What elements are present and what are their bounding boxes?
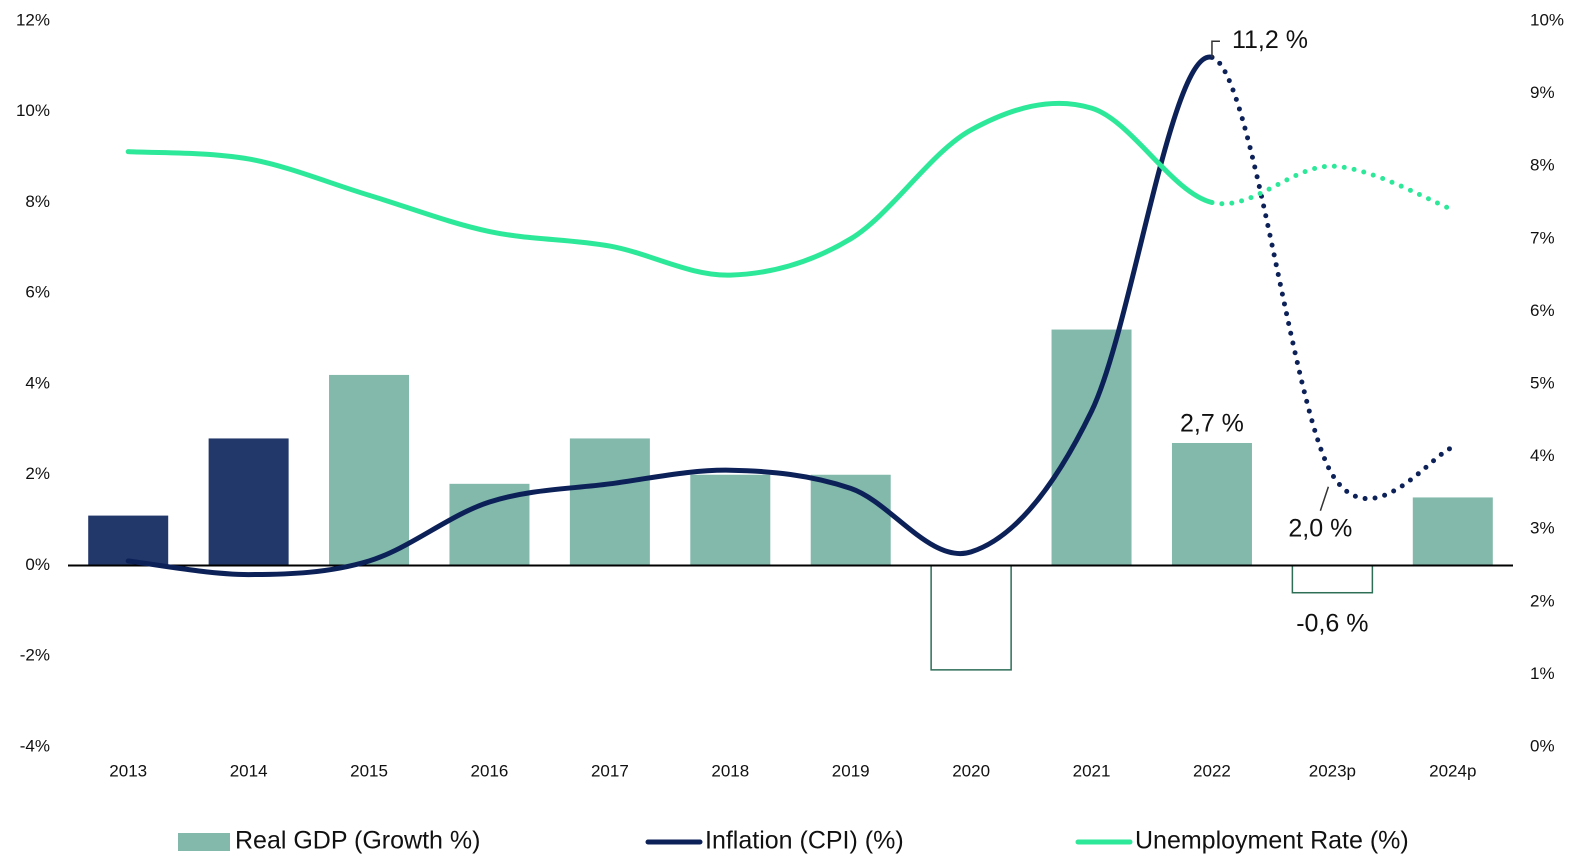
x-tick-label: 2022: [1193, 761, 1231, 780]
x-tick-label: 2020: [952, 761, 990, 780]
legend-label: Real GDP (Growth %): [235, 827, 480, 855]
y2-tick-label: 2%: [1530, 591, 1555, 610]
x-tick-label: 2015: [350, 761, 388, 780]
y-tick-label: 4%: [25, 373, 50, 392]
x-tick-label: 2019: [832, 761, 870, 780]
line-projection: [1209, 163, 1456, 213]
y-tick-label: 12%: [16, 10, 50, 29]
bar: [569, 438, 650, 566]
x-tick-label: 2014: [230, 761, 268, 780]
bar: [1412, 497, 1493, 566]
bar: [208, 438, 289, 566]
y-tick-label: 8%: [25, 192, 50, 211]
y2-tick-label: 0%: [1530, 736, 1555, 755]
y2-tick-label: 7%: [1530, 228, 1555, 247]
x-tick-label: 2017: [591, 761, 629, 780]
x-tick-label: 2024p: [1429, 761, 1476, 780]
x-tick-label: 2016: [471, 761, 509, 780]
line: [125, 54, 1215, 578]
y-tick-label: 0%: [25, 555, 50, 574]
legend-swatch: [178, 833, 230, 851]
y2-tick-label: 5%: [1530, 373, 1555, 392]
legend-label: Unemployment Rate (%): [1135, 827, 1409, 855]
y2-tick-label: 8%: [1530, 156, 1555, 175]
y2-tick-label: 4%: [1530, 446, 1555, 465]
y2-tick-label: 3%: [1530, 519, 1555, 538]
x-tick-label: 2018: [711, 761, 749, 780]
bar: [88, 515, 169, 566]
data-label: 11,2 %: [1232, 26, 1308, 54]
y-tick-label: 6%: [25, 283, 50, 302]
x-tick-label: 2023p: [1309, 761, 1356, 780]
bar: [1171, 442, 1252, 566]
bar: [1051, 329, 1132, 566]
y2-tick-label: 10%: [1530, 10, 1564, 29]
bar: [930, 564, 1012, 671]
data-label: -0,6 %: [1296, 609, 1368, 637]
y2-tick-label: 9%: [1530, 83, 1555, 102]
y-tick-label: -4%: [20, 736, 50, 755]
bar: [329, 374, 410, 566]
line: [125, 100, 1215, 278]
data-label: 2,7 %: [1180, 410, 1244, 438]
legend-label: Inflation (CPI) (%): [705, 827, 904, 855]
data-label: 2,0 %: [1288, 514, 1352, 542]
y-tick-label: -2%: [20, 646, 50, 665]
y-tick-label: 10%: [16, 101, 50, 120]
bar: [1291, 564, 1374, 594]
line-projection: [1209, 54, 1456, 502]
y2-tick-label: 1%: [1530, 664, 1555, 683]
bar: [690, 474, 771, 566]
x-tick-label: 2021: [1073, 761, 1111, 780]
y-tick-label: 2%: [25, 464, 50, 483]
y2-tick-label: 6%: [1530, 301, 1555, 320]
x-tick-label: 2013: [109, 761, 147, 780]
label-leader: [1211, 40, 1220, 58]
label-leader: [1319, 486, 1330, 511]
